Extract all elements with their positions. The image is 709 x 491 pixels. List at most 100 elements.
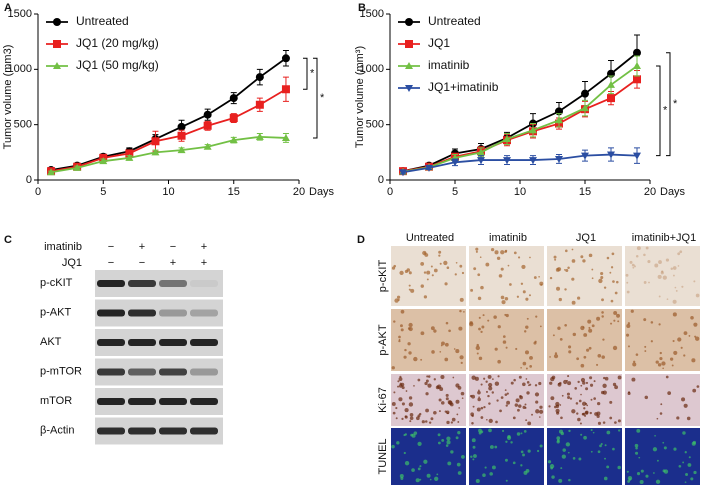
cell <box>522 453 525 457</box>
cell <box>553 354 559 359</box>
blot-band <box>159 368 187 376</box>
blot-band <box>97 339 125 346</box>
cell <box>635 446 638 450</box>
cell <box>582 381 586 385</box>
x-axis-label: Days <box>309 186 335 198</box>
cell <box>631 263 635 267</box>
cell <box>656 459 659 462</box>
cell <box>444 282 448 286</box>
marker <box>581 152 589 160</box>
line <box>50 57 287 171</box>
cell <box>457 421 460 423</box>
cell <box>501 429 505 433</box>
cell <box>516 295 520 298</box>
cell <box>497 325 501 329</box>
cell <box>613 310 618 315</box>
cell <box>483 405 486 409</box>
cell <box>524 403 527 406</box>
marker <box>73 163 82 171</box>
cell <box>515 347 518 351</box>
cell <box>408 284 411 287</box>
cell <box>481 325 485 329</box>
cell <box>559 337 563 341</box>
blot-band <box>128 368 156 376</box>
line <box>50 135 286 174</box>
cell <box>520 366 522 369</box>
cell <box>617 419 621 423</box>
cell <box>398 338 401 341</box>
cell <box>693 322 698 327</box>
cell <box>617 375 622 380</box>
cell <box>616 280 619 284</box>
cell <box>690 477 694 481</box>
cell <box>679 250 683 254</box>
cell <box>436 473 439 476</box>
cell <box>408 271 412 275</box>
cell <box>409 412 414 417</box>
cell <box>601 311 604 314</box>
cell <box>684 451 687 454</box>
cell <box>535 400 539 404</box>
cell <box>592 431 595 434</box>
cell <box>553 255 557 259</box>
cell <box>430 326 435 331</box>
cell <box>476 352 479 355</box>
cell <box>602 338 605 341</box>
cell <box>509 283 512 286</box>
x-tick-label: 10 <box>162 186 174 198</box>
cell <box>528 294 531 297</box>
cell <box>587 319 592 324</box>
protein-label: p-mTOR <box>40 365 82 377</box>
significance-bracket <box>656 65 661 157</box>
cell <box>677 265 680 267</box>
histology-image <box>469 309 544 371</box>
cell <box>483 377 486 380</box>
cell <box>585 381 589 385</box>
cell <box>425 379 429 383</box>
cell <box>446 420 450 425</box>
cell <box>529 364 533 368</box>
cell <box>560 431 564 436</box>
cell <box>488 428 492 433</box>
cell <box>549 356 551 358</box>
cell <box>446 266 450 269</box>
cell <box>397 380 400 383</box>
cell <box>460 391 465 396</box>
cell <box>659 356 663 361</box>
cell <box>477 389 480 392</box>
cell <box>446 440 451 445</box>
cell <box>404 415 408 419</box>
cell <box>407 342 411 346</box>
cell <box>590 450 593 453</box>
cell <box>601 355 605 359</box>
cell <box>659 412 663 415</box>
marker <box>229 136 238 144</box>
cell <box>460 361 463 364</box>
cell <box>396 441 400 445</box>
cell <box>444 410 447 413</box>
cell <box>455 349 460 354</box>
cell <box>561 394 564 397</box>
cell <box>662 469 666 473</box>
cell <box>400 477 404 481</box>
cell <box>676 416 680 420</box>
cell <box>453 348 456 350</box>
cell <box>420 358 423 361</box>
marker <box>405 85 413 92</box>
cell <box>548 405 551 408</box>
histology-image <box>625 246 700 306</box>
cell <box>678 464 682 468</box>
cell <box>429 478 432 481</box>
blot-band <box>159 398 187 405</box>
cell <box>626 281 629 284</box>
cell <box>590 428 593 432</box>
cell <box>556 267 562 272</box>
marker <box>633 62 641 70</box>
cell <box>506 392 509 395</box>
cell <box>606 465 610 469</box>
cell <box>662 275 667 280</box>
cell <box>391 366 395 370</box>
cell <box>590 398 593 401</box>
cell <box>644 350 647 353</box>
cell <box>433 378 436 381</box>
